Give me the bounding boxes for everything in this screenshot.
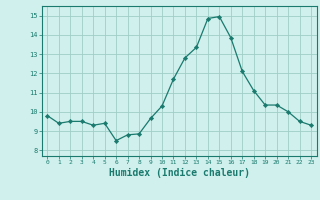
X-axis label: Humidex (Indice chaleur): Humidex (Indice chaleur) [109, 168, 250, 178]
